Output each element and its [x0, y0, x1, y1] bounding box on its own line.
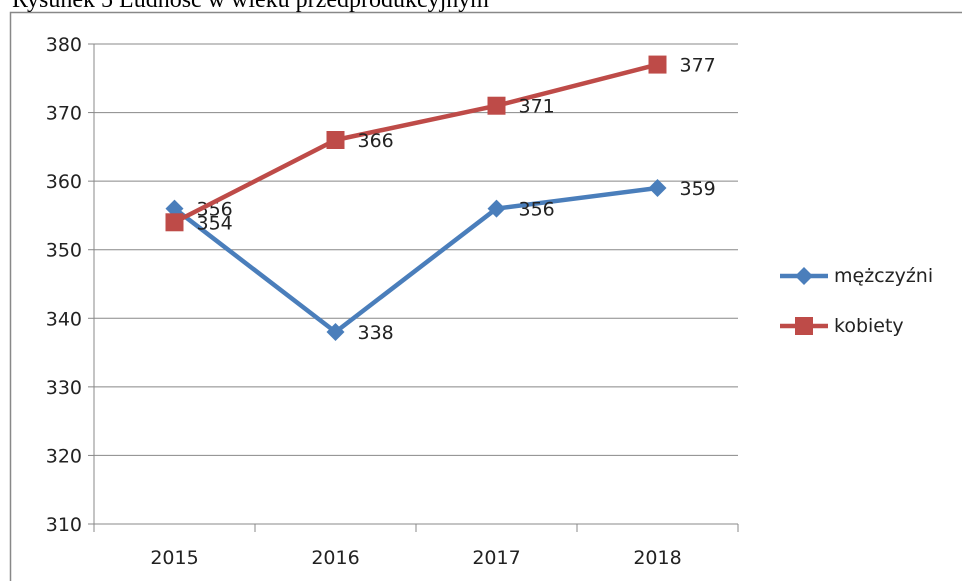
- series-line: [173, 185, 658, 335]
- point: [165, 213, 184, 232]
- chart-title: Rysunek 5 Ludność w wieku przedprodukcyj…: [12, 0, 489, 13]
- y-tick-label: 370: [46, 103, 82, 125]
- data-label: 354: [197, 212, 233, 234]
- y-tick-label: 380: [46, 34, 82, 56]
- point: [326, 323, 345, 341]
- x-tick-label: 2017: [472, 547, 520, 569]
- legend-marker: [795, 267, 813, 285]
- legend-label: kobiety: [834, 315, 904, 337]
- y-tick-label: 350: [46, 240, 82, 262]
- legend-label: mężczyźni: [834, 265, 933, 287]
- point: [487, 96, 506, 115]
- y-tick-label: 310: [46, 514, 82, 536]
- x-tick-label: 2018: [633, 547, 681, 569]
- series-line: [173, 62, 659, 225]
- point: [165, 199, 184, 218]
- x-tick-label: 2015: [150, 547, 198, 569]
- x-tick-label: 2016: [311, 547, 359, 569]
- point: [487, 199, 506, 218]
- data-label: 366: [358, 130, 394, 152]
- data-label: 338: [358, 322, 394, 344]
- y-tick-label: 320: [46, 445, 82, 467]
- data-label: 377: [680, 55, 716, 77]
- point: [648, 55, 667, 74]
- point: [648, 179, 667, 197]
- y-tick-label: 330: [46, 377, 82, 399]
- data-label: 371: [519, 96, 555, 118]
- chart-border: [9, 11, 962, 581]
- y-tick-label: 360: [46, 171, 82, 193]
- data-label: 359: [680, 178, 716, 200]
- legend-marker: [795, 317, 813, 335]
- data-label: 356: [519, 199, 555, 221]
- y-tick-label: 340: [46, 308, 82, 330]
- point: [326, 131, 345, 149]
